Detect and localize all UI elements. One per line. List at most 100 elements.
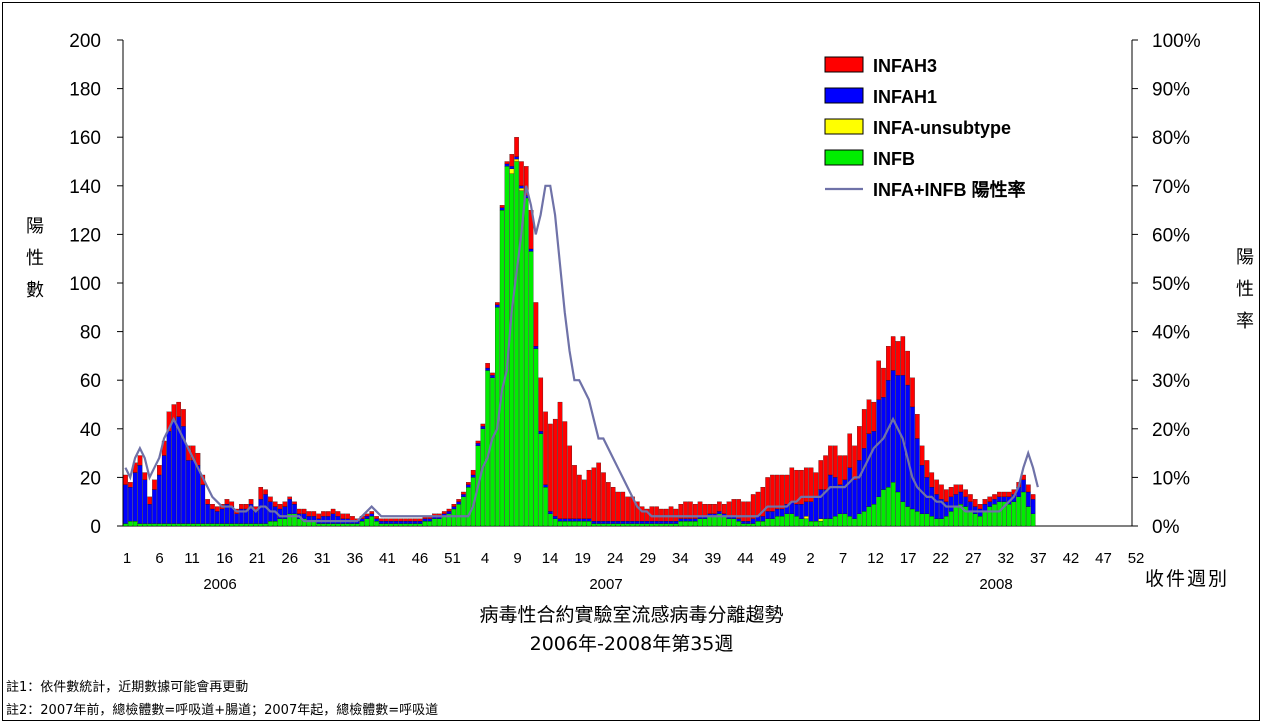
bar-infb xyxy=(374,521,379,527)
bar-infah3 xyxy=(562,421,568,519)
bar-infb xyxy=(393,523,399,527)
bar-infah1 xyxy=(137,465,143,524)
bar-infb xyxy=(557,521,563,527)
bar-infah3 xyxy=(157,465,162,476)
bar-infah1 xyxy=(1021,479,1026,493)
bar-infah3 xyxy=(808,467,814,502)
bar-infah3 xyxy=(958,484,964,493)
bar-infb xyxy=(721,516,727,527)
y-tick-label: 0 xyxy=(90,517,101,538)
bar-infah3 xyxy=(963,489,968,497)
bar-infah3 xyxy=(905,350,910,386)
bar-infb xyxy=(321,523,326,527)
year-label: 2006 xyxy=(203,576,236,593)
bar-infah1 xyxy=(466,484,471,488)
bar-infb xyxy=(123,523,128,527)
bar-infah3 xyxy=(601,472,606,522)
bar-infah1 xyxy=(301,513,307,519)
bar-infb xyxy=(784,513,790,527)
bar-infb xyxy=(514,161,519,527)
bar-infb xyxy=(166,523,172,527)
bar-infah3 xyxy=(982,499,988,505)
x-tick-label: 24 xyxy=(607,550,624,567)
bar-infb xyxy=(847,516,853,527)
bar-infah3 xyxy=(721,504,727,514)
bar-infah3 xyxy=(142,472,148,480)
x-tick-label: 27 xyxy=(965,550,982,567)
bar-infah1 xyxy=(258,499,264,524)
x-tick-label: 34 xyxy=(672,550,689,567)
bar-infah3 xyxy=(717,501,722,512)
bar-infah1 xyxy=(591,521,597,524)
bar-infb xyxy=(968,511,973,527)
bar-infb xyxy=(881,489,886,527)
bar-infah3 xyxy=(514,137,519,157)
bar-infb xyxy=(224,523,230,527)
bar-infb xyxy=(972,513,978,527)
x-tick-label: 11 xyxy=(184,550,200,567)
bar-infb xyxy=(929,516,935,527)
bar-infah3 xyxy=(803,467,809,502)
bar-infah1 xyxy=(857,460,862,514)
x-tick-label: 4 xyxy=(481,550,489,567)
bar-infah3 xyxy=(852,445,857,480)
chart-subtitle: 2006年-2008年第35週 xyxy=(529,633,734,655)
bar-infb xyxy=(248,523,254,527)
y2-axis-title-char: 性 xyxy=(1236,279,1254,300)
bar-infah1 xyxy=(470,474,476,478)
bar-infah1 xyxy=(577,518,582,522)
bar-infah1 xyxy=(663,521,669,524)
y2-tick-label: 40% xyxy=(1152,323,1190,344)
bar-infah1 xyxy=(1001,496,1007,502)
bar-infb xyxy=(219,523,225,527)
bar-infah1 xyxy=(688,518,693,522)
bar-infah1 xyxy=(480,426,486,429)
bar-infah3 xyxy=(297,508,302,514)
bar-infah3 xyxy=(446,508,452,512)
bar-infah1 xyxy=(132,472,138,522)
x-tick-label: 41 xyxy=(379,550,396,567)
bar-infah1 xyxy=(639,521,645,524)
bar-infah3 xyxy=(321,511,326,517)
bar-infah3 xyxy=(654,506,659,522)
bar-infah3 xyxy=(533,302,539,347)
bar-infah3 xyxy=(610,486,616,522)
x-tick-label: 39 xyxy=(705,550,722,567)
bar-infah1 xyxy=(287,499,292,514)
bar-infb xyxy=(770,518,775,527)
bar-infb xyxy=(176,523,181,527)
y2-tick-label: 100% xyxy=(1152,31,1201,52)
bar-infb xyxy=(910,508,915,527)
bar-infb xyxy=(350,523,355,527)
bar-infb xyxy=(234,523,239,527)
bar-infah3 xyxy=(490,372,495,376)
bar-infb xyxy=(876,496,881,527)
bar-infah3 xyxy=(577,474,582,519)
bar-infah1 xyxy=(292,504,297,514)
bar-infb xyxy=(731,518,737,527)
legend-label: INFA+INFB 陽性率 xyxy=(873,179,1026,200)
bar-infah1 xyxy=(760,516,766,522)
bar-infah3 xyxy=(799,469,804,505)
bar-infah3 xyxy=(953,484,959,495)
bar-infah1 xyxy=(934,494,939,519)
bar-infah3 xyxy=(972,499,978,507)
bar-infb xyxy=(741,523,746,527)
bar-infah1 xyxy=(552,516,558,519)
y-tick-label: 20 xyxy=(80,468,101,489)
bar-infb xyxy=(765,518,770,527)
bar-infah3 xyxy=(794,469,799,505)
bar-infah1 xyxy=(765,511,770,519)
bar-infb xyxy=(330,523,336,527)
legend-label: INFAH1 xyxy=(873,87,937,107)
bar-infb xyxy=(461,496,466,527)
bar-infah3 xyxy=(668,506,674,522)
bar-infah3 xyxy=(847,433,853,468)
bar-infah1 xyxy=(562,518,568,522)
bar-infb xyxy=(837,513,843,527)
bar-infah1 xyxy=(485,367,490,371)
bar-infah1 xyxy=(451,506,457,510)
bar-infb xyxy=(799,518,804,527)
bar-infb xyxy=(272,521,278,527)
